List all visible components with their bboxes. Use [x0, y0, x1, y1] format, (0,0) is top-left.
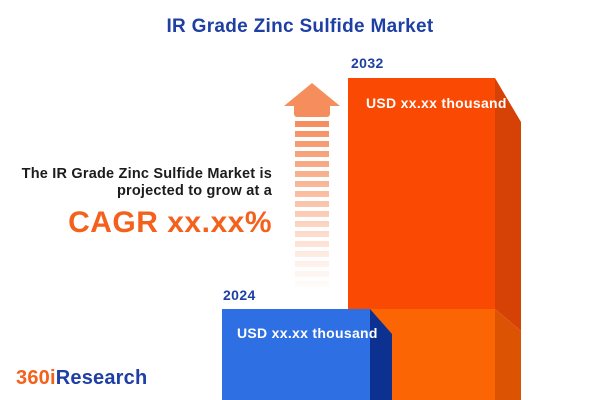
arrow-fading-stripes: [295, 121, 329, 293]
growth-annotation: The IR Grade Zinc Sulfide Market is proj…: [0, 166, 272, 240]
bar-2024-side-face: [370, 309, 392, 400]
growth-text-line2: projected to grow at a: [116, 182, 272, 199]
bar-2024-year-label: 2024: [223, 287, 256, 303]
brand-logo: 360iResearch: [16, 367, 147, 390]
bar-2024-front-face: [222, 309, 370, 400]
bar-2032-side-face: [495, 78, 521, 400]
bar-2032-front-face-upper: [348, 78, 495, 309]
arrow-neck: [294, 103, 330, 117]
cagr-value: CAGR xx.xx%: [68, 206, 272, 239]
bar-2024-value-label: USD xx.xx thousand: [237, 325, 378, 341]
growth-text-line1: The IR Grade Zinc Sulfide Market is: [21, 166, 272, 182]
logo-prefix: 360i: [16, 367, 56, 389]
arrow-head-icon: [284, 83, 340, 106]
bar-2032-year-label: 2032: [351, 55, 384, 71]
bar-2032-value-label: USD xx.xx thousand: [366, 95, 507, 111]
page-title: IR Grade Zinc Sulfide Market: [166, 16, 434, 37]
logo-suffix: Research: [55, 367, 148, 389]
